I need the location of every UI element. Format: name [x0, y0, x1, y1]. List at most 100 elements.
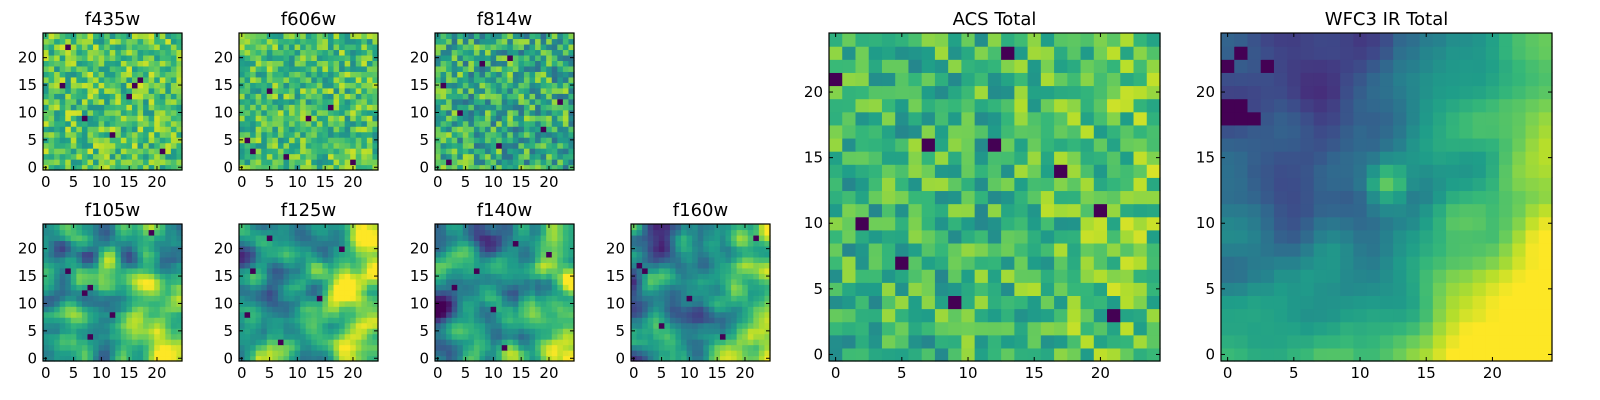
heatmap-cell — [54, 49, 61, 56]
heatmap-cell — [289, 142, 296, 149]
heatmap-cell — [104, 49, 111, 56]
heatmap-cell — [753, 245, 760, 252]
heatmap-cell — [294, 93, 301, 100]
heatmap-cell — [435, 306, 442, 313]
heatmap-cell — [98, 38, 105, 45]
heatmap-cell — [322, 256, 329, 263]
heatmap-cell — [529, 284, 536, 291]
heatmap-cell — [557, 240, 564, 247]
heatmap-cell — [266, 93, 273, 100]
heatmap-cell — [372, 289, 379, 296]
heatmap-cell — [333, 300, 340, 307]
heatmap-cell — [277, 278, 285, 285]
heatmap-cell — [372, 256, 379, 263]
heatmap-cell — [176, 148, 183, 155]
heatmap-cell — [350, 311, 357, 318]
heatmap-cell — [255, 153, 262, 160]
heatmap-cell — [473, 317, 481, 324]
heatmap-cell — [664, 355, 671, 362]
heatmap-cell — [137, 109, 144, 116]
heatmap-cell — [692, 267, 699, 274]
heatmap-cell — [143, 311, 150, 318]
heatmap-cell — [355, 350, 362, 357]
heatmap-cell — [446, 148, 453, 155]
heatmap-cell — [540, 328, 547, 335]
heatmap-cell — [305, 93, 312, 100]
heatmap-cell — [479, 71, 486, 78]
heatmap-cell — [435, 87, 442, 94]
heatmap-cell — [126, 278, 133, 285]
heatmap-cell — [327, 350, 335, 357]
heatmap-cell — [435, 322, 442, 329]
heatmap-cell — [350, 245, 357, 252]
heatmap-cell — [322, 262, 329, 269]
heatmap-cell — [239, 153, 246, 160]
heatmap-cell — [109, 240, 116, 247]
heatmap-cell — [529, 159, 536, 166]
heatmap-cell — [165, 38, 172, 45]
heatmap-cell — [339, 273, 346, 280]
heatmap-cell — [496, 164, 503, 171]
heatmap-cell — [277, 224, 285, 231]
heatmap-cell — [154, 306, 161, 313]
heatmap-cell — [333, 311, 340, 318]
heatmap-cell — [658, 311, 665, 318]
heatmap-cell — [1054, 242, 1068, 257]
heatmap-cell — [664, 278, 671, 285]
heatmap-cell — [355, 289, 362, 296]
heatmap-cell — [692, 317, 699, 324]
heatmap-cell — [261, 267, 268, 274]
heatmap-cell — [43, 251, 50, 258]
heatmap-cell — [115, 284, 122, 291]
heatmap-cell — [81, 328, 89, 335]
heatmap-cell — [272, 98, 279, 105]
heatmap-cell — [361, 76, 368, 83]
heatmap-cell — [496, 93, 503, 100]
heatmap-cell — [468, 273, 475, 280]
heatmap-cell — [300, 60, 307, 67]
heatmap-cell — [54, 300, 61, 307]
heatmap-cell — [87, 317, 94, 324]
heatmap-cell — [327, 159, 335, 166]
heatmap-cell — [479, 137, 486, 144]
heatmap-cell — [59, 322, 66, 329]
heatmap-cell — [507, 295, 514, 302]
y-tick-label: 0 — [27, 158, 37, 176]
heatmap-cell — [300, 306, 307, 313]
heatmap-cell — [244, 120, 251, 127]
heatmap-cell — [87, 333, 94, 340]
heatmap-cell — [446, 256, 453, 263]
heatmap-cell — [1120, 295, 1135, 310]
heatmap-cell — [1120, 190, 1135, 205]
x-tick-label: 10 — [288, 173, 307, 191]
heatmap-cell — [327, 98, 335, 105]
heatmap-cell — [137, 245, 144, 252]
heatmap-cell — [361, 262, 368, 269]
heatmap-cell — [934, 334, 949, 349]
heatmap-cell — [327, 71, 335, 78]
heatmap-cell — [70, 245, 77, 252]
heatmap-cell — [115, 71, 122, 78]
heatmap-cell — [719, 328, 727, 335]
heatmap-cell — [642, 306, 649, 313]
heatmap-cell — [948, 256, 962, 270]
heatmap-cell — [551, 267, 558, 274]
heatmap-cell — [742, 333, 749, 340]
heatmap-cell — [277, 49, 285, 56]
heatmap-cell — [176, 251, 183, 258]
heatmap-cell — [76, 148, 83, 155]
heatmap-cell — [109, 278, 116, 285]
heatmap-cell — [98, 49, 105, 56]
heatmap-cell — [1107, 242, 1121, 257]
heatmap-cell — [344, 104, 351, 111]
heatmap-cell — [98, 240, 105, 247]
heatmap-cell — [115, 245, 122, 252]
heatmap-cell — [479, 148, 486, 155]
heatmap-cell — [239, 229, 246, 236]
heatmap-cell — [109, 148, 116, 155]
heatmap-cell — [719, 267, 727, 274]
heatmap-cell — [725, 245, 732, 252]
heatmap-cell — [518, 71, 525, 78]
heatmap-cell — [1001, 295, 1015, 310]
heatmap-cell — [339, 251, 346, 258]
